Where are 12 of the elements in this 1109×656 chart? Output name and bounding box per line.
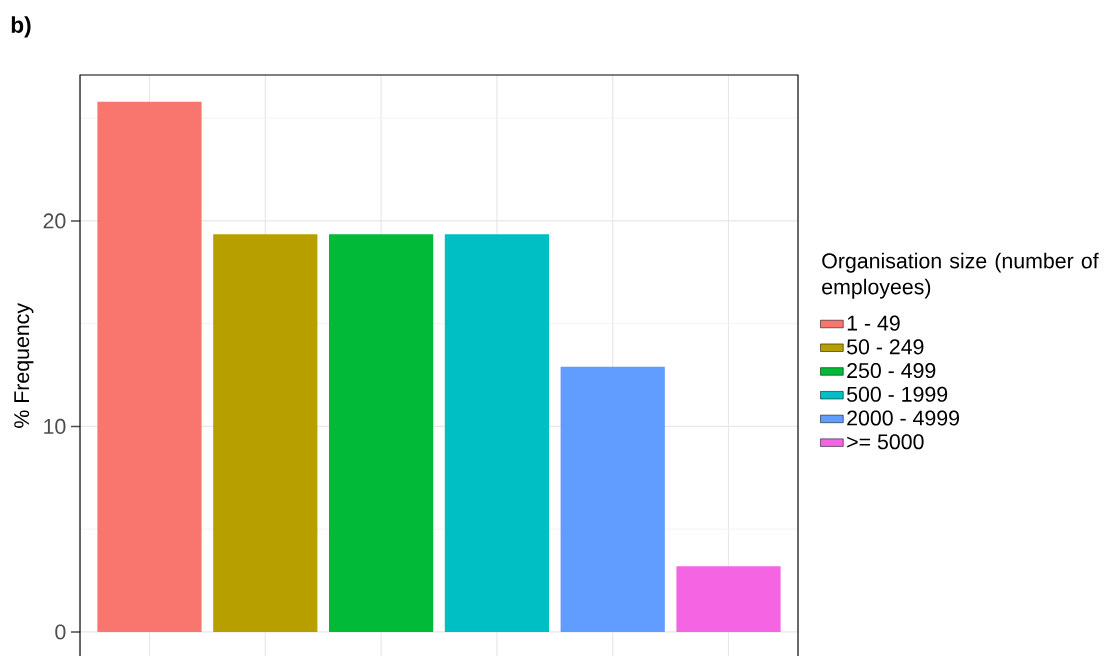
legend-label: 2000 - 4999	[847, 410, 959, 426]
legend-label: >= 5000	[847, 434, 924, 450]
y-axis-title: % Frequency	[14, 303, 34, 428]
legend-label: 500 - 1999	[847, 386, 948, 402]
y-tick-label: 20	[43, 213, 66, 229]
legend-label: 250 - 499	[847, 363, 936, 379]
y-tick-label: 0	[55, 624, 66, 640]
chart-title: b)	[11, 16, 31, 38]
legend-label: 50 - 249	[847, 339, 924, 355]
y-tick-label: 10	[44, 418, 66, 434]
legend-title: Organisation size (number of employees)	[822, 252, 1099, 299]
legend-label: 1 - 49	[847, 315, 900, 331]
